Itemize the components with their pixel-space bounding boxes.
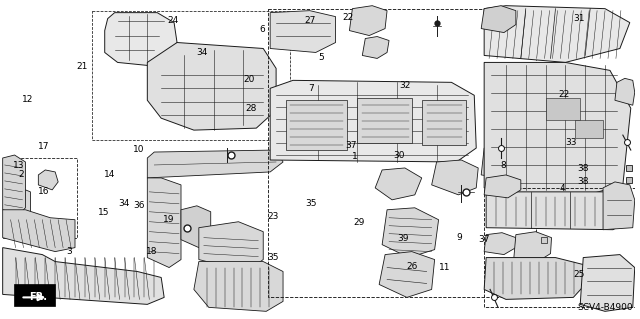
Text: 38: 38 bbox=[577, 177, 589, 186]
Polygon shape bbox=[270, 11, 335, 52]
Polygon shape bbox=[484, 175, 521, 198]
Text: 9: 9 bbox=[456, 233, 462, 242]
Bar bbox=[268, 9, 536, 297]
Text: 24: 24 bbox=[168, 16, 179, 25]
Text: FR.: FR. bbox=[29, 293, 47, 302]
Bar bbox=[3, 158, 77, 238]
Polygon shape bbox=[514, 232, 552, 262]
Text: 37: 37 bbox=[345, 141, 356, 150]
Polygon shape bbox=[3, 248, 164, 304]
Text: 7: 7 bbox=[308, 85, 314, 93]
Text: 16: 16 bbox=[38, 187, 49, 197]
Circle shape bbox=[519, 116, 543, 140]
Circle shape bbox=[557, 145, 563, 151]
Text: 34: 34 bbox=[118, 199, 130, 208]
Bar bbox=[422, 100, 467, 145]
Bar bbox=[545, 98, 580, 120]
Polygon shape bbox=[38, 170, 58, 190]
Bar bbox=[484, 188, 635, 307]
Polygon shape bbox=[603, 182, 635, 230]
Bar bbox=[357, 98, 412, 143]
Text: SCV4-B4900: SCV4-B4900 bbox=[577, 303, 633, 312]
Text: 5: 5 bbox=[318, 53, 324, 62]
Polygon shape bbox=[481, 6, 516, 33]
Text: 2: 2 bbox=[18, 170, 24, 179]
Polygon shape bbox=[199, 222, 263, 271]
Text: 21: 21 bbox=[76, 62, 88, 71]
Text: 25: 25 bbox=[573, 270, 584, 279]
Text: 3: 3 bbox=[67, 247, 72, 256]
Text: 8: 8 bbox=[500, 161, 506, 170]
Text: 20: 20 bbox=[244, 75, 255, 84]
Text: 18: 18 bbox=[146, 247, 157, 256]
Polygon shape bbox=[484, 6, 630, 63]
Polygon shape bbox=[147, 42, 276, 130]
Text: 30: 30 bbox=[393, 151, 404, 160]
Polygon shape bbox=[147, 150, 283, 178]
Text: 17: 17 bbox=[38, 142, 49, 151]
Text: 6: 6 bbox=[260, 26, 266, 34]
Polygon shape bbox=[382, 208, 438, 257]
Polygon shape bbox=[3, 210, 75, 252]
Polygon shape bbox=[194, 262, 283, 311]
Polygon shape bbox=[484, 233, 516, 255]
Text: 23: 23 bbox=[268, 211, 279, 220]
Text: 19: 19 bbox=[163, 215, 175, 224]
Text: 22: 22 bbox=[342, 13, 354, 22]
Polygon shape bbox=[580, 255, 635, 311]
Text: 29: 29 bbox=[353, 218, 365, 227]
Text: 35: 35 bbox=[268, 253, 279, 262]
Polygon shape bbox=[105, 13, 177, 65]
Polygon shape bbox=[362, 37, 389, 58]
Text: 27: 27 bbox=[305, 16, 316, 25]
Text: 33: 33 bbox=[566, 138, 577, 147]
Text: 14: 14 bbox=[104, 170, 115, 179]
Circle shape bbox=[552, 140, 568, 156]
Text: 36: 36 bbox=[133, 201, 145, 210]
Text: 26: 26 bbox=[406, 262, 417, 271]
Text: 15: 15 bbox=[98, 208, 109, 217]
Polygon shape bbox=[181, 206, 211, 248]
Text: 35: 35 bbox=[306, 199, 317, 208]
Polygon shape bbox=[486, 192, 630, 230]
Bar bbox=[286, 100, 348, 150]
Text: 22: 22 bbox=[558, 90, 570, 99]
Polygon shape bbox=[481, 142, 550, 182]
Text: 39: 39 bbox=[397, 234, 409, 243]
Text: 28: 28 bbox=[246, 104, 257, 113]
Polygon shape bbox=[8, 188, 31, 218]
Text: 11: 11 bbox=[439, 263, 451, 272]
Bar bbox=[575, 120, 603, 138]
Polygon shape bbox=[375, 168, 422, 200]
Polygon shape bbox=[379, 252, 435, 297]
Text: 31: 31 bbox=[573, 14, 585, 23]
Text: 12: 12 bbox=[22, 95, 33, 104]
Text: 37: 37 bbox=[478, 235, 490, 244]
Polygon shape bbox=[3, 155, 26, 215]
Text: 38: 38 bbox=[577, 164, 589, 173]
Bar bbox=[92, 11, 290, 140]
Text: 13: 13 bbox=[13, 161, 24, 170]
Circle shape bbox=[526, 123, 536, 133]
Polygon shape bbox=[147, 178, 181, 268]
Text: 4: 4 bbox=[559, 184, 565, 193]
Polygon shape bbox=[431, 160, 478, 195]
Text: 34: 34 bbox=[196, 48, 208, 57]
Polygon shape bbox=[615, 78, 635, 105]
Text: 10: 10 bbox=[133, 145, 145, 154]
Polygon shape bbox=[349, 6, 387, 35]
Bar bbox=[13, 285, 55, 306]
Text: 1: 1 bbox=[351, 152, 357, 161]
Polygon shape bbox=[270, 80, 476, 162]
Text: 32: 32 bbox=[399, 81, 411, 90]
Polygon shape bbox=[484, 257, 585, 300]
Polygon shape bbox=[484, 63, 631, 200]
